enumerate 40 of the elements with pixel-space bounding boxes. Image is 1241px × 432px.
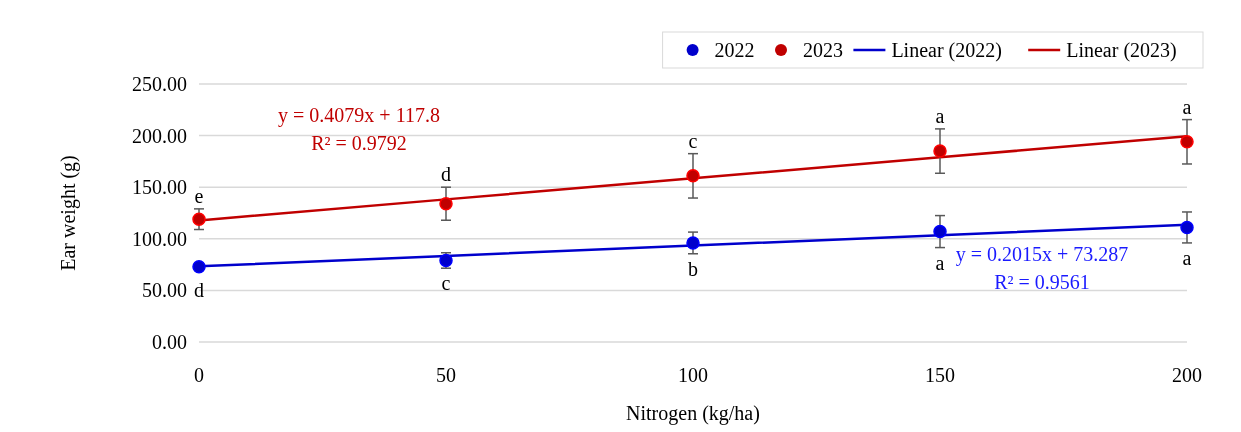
- x-tick-label: 200: [1172, 364, 1202, 386]
- point: [933, 224, 947, 239]
- annotation: e: [194, 184, 204, 207]
- x-axis-title: Nitrogen (kg/ha): [626, 402, 760, 425]
- x-tick-label: 50: [436, 364, 456, 386]
- y-tick-label: 250.00: [132, 73, 187, 95]
- annotation: R² = 0.9792: [311, 132, 407, 154]
- annotation: R² = 0.9561: [994, 270, 1090, 293]
- point: [686, 169, 700, 183]
- y-tick-label: 150.00: [132, 176, 187, 199]
- legend-label: Linear (2022): [891, 39, 1002, 62]
- annotation: a: [1182, 246, 1192, 269]
- legend-label: 2022: [714, 39, 755, 61]
- point: [933, 144, 947, 158]
- annotation: d: [441, 163, 451, 186]
- x-tick-label: 0: [194, 364, 204, 386]
- annotation: d: [194, 278, 204, 301]
- x-tick-label: 100: [678, 364, 708, 386]
- y-tick-label: 50.00: [142, 279, 187, 302]
- annotation: c: [441, 272, 451, 295]
- annotation: a: [935, 104, 945, 127]
- annotation: y = 0.4079x + 117.8: [278, 104, 440, 127]
- y-axis-title: Ear weight (g): [57, 155, 80, 271]
- point: [686, 236, 700, 250]
- y-tick-label: 200.00: [132, 124, 187, 147]
- legend-label: 2023: [803, 39, 843, 61]
- legend-label: Linear (2023): [1066, 39, 1177, 62]
- annotation: c: [688, 129, 698, 152]
- point: [1180, 135, 1194, 149]
- x-tick-label: 150: [925, 364, 955, 386]
- annotation: b: [688, 257, 698, 280]
- point: [1180, 220, 1194, 235]
- y-tick-label: 100.00: [132, 227, 187, 250]
- y-tick-label: 0.00: [152, 331, 187, 353]
- point: [439, 196, 453, 211]
- annotation: y = 0.2015x + 73.287: [955, 242, 1129, 266]
- point: [192, 212, 206, 226]
- annotation: a: [1182, 95, 1192, 118]
- annotation: a: [935, 251, 945, 274]
- point: [192, 259, 206, 274]
